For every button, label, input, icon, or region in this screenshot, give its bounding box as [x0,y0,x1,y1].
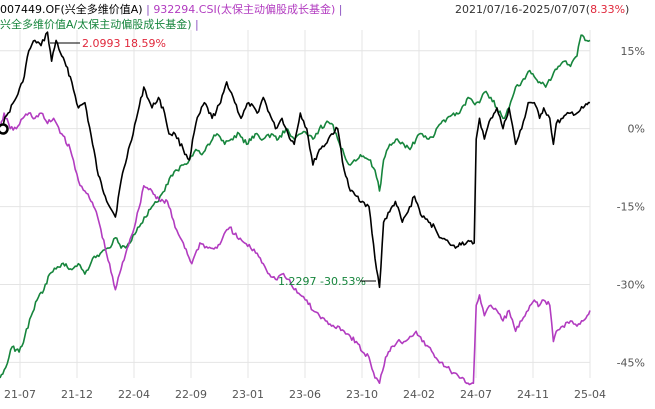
x-tick-label: 25-04 [574,388,606,401]
axis-layer: 15% 0% -15% -30% -45% 21-07 21-12 22-04 22-09 23-… [4,45,645,401]
index-series-line [0,112,591,386]
chart-header-line2: 兴全多维价值A/太保主动偏股成长基金) | [0,18,199,32]
y-tick-label: -45% [617,356,645,369]
x-tick-label: 22-04 [118,388,150,401]
y-tick-label: 15% [621,45,645,58]
y-tick-label: -15% [617,201,645,214]
y-tick-label: 0% [628,123,645,136]
max-annotation: 2.0993 18.59% [82,37,166,50]
ratio-legend-label: 兴全多维价值A/太保主动偏股成长基金) [0,18,192,31]
legend-separator: | [146,3,150,16]
fund-series-line [0,31,591,289]
index-legend-label: 932294.CSI(太保主动偏股成长基金) [153,3,336,16]
date-range-close: ) [625,3,630,16]
x-tick-label: 24-02 [403,388,435,401]
fund-legend-label: 007449.OF(兴全多维价值A) [0,3,143,16]
date-range: 2021/07/16-2025/07/07 [455,3,586,16]
range-return: 8.33% [590,3,626,16]
date-range-open: ( [585,3,591,16]
grid-layer [0,30,591,378]
min-annotation: 1.2297 -30.53% [278,275,366,288]
x-tick-label: 24-11 [517,388,549,401]
date-range-header: 2021/07/16-2025/07/07(8.33%) [455,3,629,17]
x-tick-label: 23-01 [232,388,264,401]
series-layer [0,31,591,386]
x-tick-label: 21-12 [61,388,93,401]
annotation-layer: 2.0993 18.59% 1.2297 -30.53% [0,37,376,288]
y-tick-label: -30% [617,279,645,292]
x-tick-label: 23-10 [346,388,378,401]
chart-header-line1: 007449.OF(兴全多维价值A) | 932294.CSI(太保主动偏股成长… [0,3,343,17]
x-tick-label: 22-09 [175,388,207,401]
legend-separator: | [338,3,343,16]
x-tick-label: 24-07 [460,388,492,401]
start-marker-icon [0,123,9,135]
x-tick-label: 23-06 [289,388,321,401]
legend-separator: | [195,18,199,31]
x-tick-label: 21-07 [4,388,36,401]
